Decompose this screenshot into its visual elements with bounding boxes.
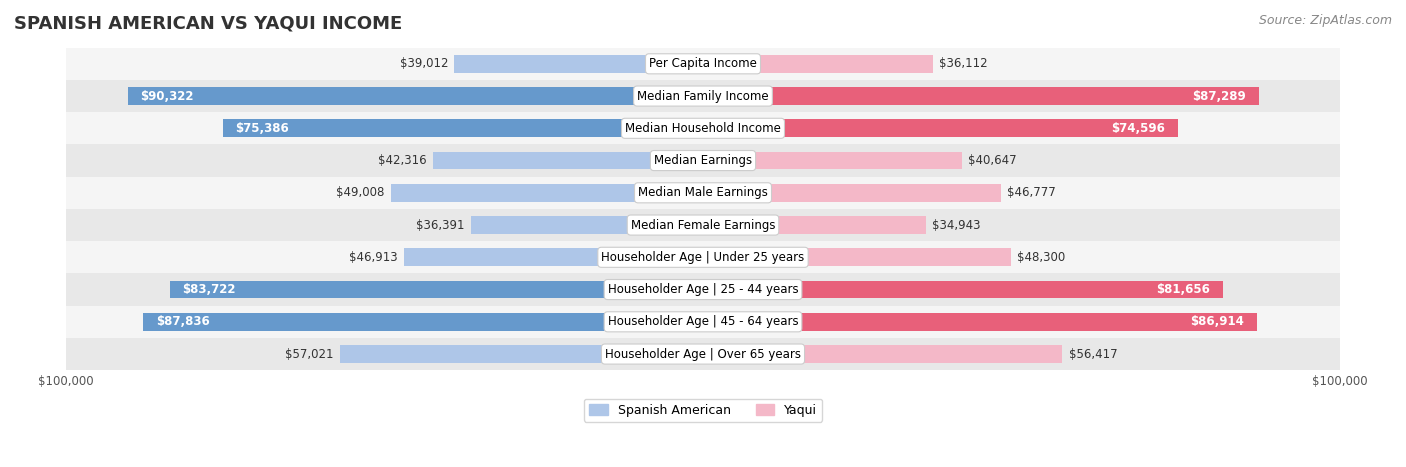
Bar <box>703 152 962 170</box>
Text: $34,943: $34,943 <box>932 219 980 232</box>
Legend: Spanish American, Yaqui: Spanish American, Yaqui <box>583 399 823 422</box>
Bar <box>66 48 1340 80</box>
Text: Householder Age | 45 - 64 years: Householder Age | 45 - 64 years <box>607 315 799 328</box>
Bar <box>703 281 1223 298</box>
Bar <box>66 177 1340 209</box>
Bar <box>143 313 703 331</box>
Text: Median Household Income: Median Household Income <box>626 122 780 135</box>
Bar <box>66 112 1340 144</box>
Text: $74,596: $74,596 <box>1112 122 1166 135</box>
Bar <box>703 184 1001 202</box>
Text: $87,289: $87,289 <box>1192 90 1246 103</box>
Bar <box>66 274 1340 306</box>
Bar <box>66 209 1340 241</box>
Bar <box>703 313 1257 331</box>
Bar <box>66 306 1340 338</box>
Bar <box>222 120 703 137</box>
Text: $90,322: $90,322 <box>141 90 194 103</box>
Text: $87,836: $87,836 <box>156 315 209 328</box>
Text: $46,913: $46,913 <box>349 251 398 264</box>
Bar <box>703 87 1258 105</box>
Text: $48,300: $48,300 <box>1017 251 1066 264</box>
Text: $42,316: $42,316 <box>378 154 427 167</box>
Bar <box>66 338 1340 370</box>
Text: $83,722: $83,722 <box>183 283 236 296</box>
Text: $46,777: $46,777 <box>1007 186 1056 199</box>
Bar <box>404 248 703 266</box>
Text: Median Male Earnings: Median Male Earnings <box>638 186 768 199</box>
Text: Source: ZipAtlas.com: Source: ZipAtlas.com <box>1258 14 1392 27</box>
Text: $49,008: $49,008 <box>336 186 384 199</box>
Bar <box>128 87 703 105</box>
Bar <box>391 184 703 202</box>
Bar <box>66 80 1340 112</box>
Bar <box>703 216 925 234</box>
Text: Householder Age | 25 - 44 years: Householder Age | 25 - 44 years <box>607 283 799 296</box>
Text: $36,391: $36,391 <box>416 219 465 232</box>
Text: Householder Age | Over 65 years: Householder Age | Over 65 years <box>605 347 801 361</box>
Text: Median Female Earnings: Median Female Earnings <box>631 219 775 232</box>
Text: SPANISH AMERICAN VS YAQUI INCOME: SPANISH AMERICAN VS YAQUI INCOME <box>14 14 402 32</box>
Bar <box>703 120 1178 137</box>
Text: $39,012: $39,012 <box>399 57 449 71</box>
Text: Householder Age | Under 25 years: Householder Age | Under 25 years <box>602 251 804 264</box>
Bar <box>66 241 1340 274</box>
Bar <box>66 144 1340 177</box>
Text: Median Family Income: Median Family Income <box>637 90 769 103</box>
Text: $40,647: $40,647 <box>969 154 1017 167</box>
Bar <box>703 55 934 73</box>
Bar <box>703 345 1063 363</box>
Text: Per Capita Income: Per Capita Income <box>650 57 756 71</box>
Text: $56,417: $56,417 <box>1069 347 1118 361</box>
Bar <box>433 152 703 170</box>
Text: $81,656: $81,656 <box>1157 283 1211 296</box>
Text: $75,386: $75,386 <box>235 122 290 135</box>
Bar <box>703 248 1011 266</box>
Text: $36,112: $36,112 <box>939 57 988 71</box>
Bar <box>454 55 703 73</box>
Bar <box>170 281 703 298</box>
Bar <box>471 216 703 234</box>
Bar <box>340 345 703 363</box>
Text: $86,914: $86,914 <box>1189 315 1244 328</box>
Text: Median Earnings: Median Earnings <box>654 154 752 167</box>
Text: $57,021: $57,021 <box>285 347 333 361</box>
